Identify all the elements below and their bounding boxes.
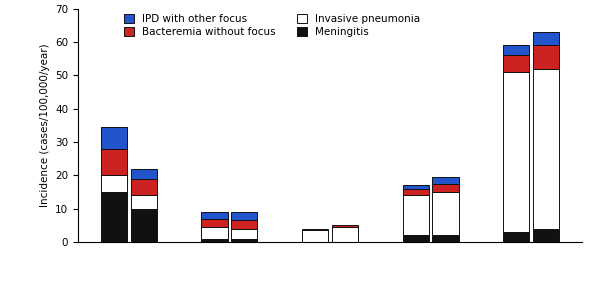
Bar [302, 229, 328, 230]
Bar [332, 227, 358, 242]
Bar [433, 192, 458, 235]
Bar [503, 72, 529, 232]
Bar [202, 239, 227, 242]
Bar [302, 230, 328, 242]
Bar [433, 235, 458, 242]
Bar [403, 185, 429, 189]
Bar [533, 32, 559, 45]
Bar [403, 195, 429, 235]
Bar [503, 55, 529, 72]
Bar [131, 209, 157, 242]
Bar [503, 45, 529, 55]
Legend: IPD with other focus, Bacteremia without focus, Invasive pneumonia, Meningitis: IPD with other focus, Bacteremia without… [124, 14, 421, 37]
Bar [131, 195, 157, 209]
Bar [533, 229, 559, 242]
Bar [101, 175, 127, 192]
Bar [202, 227, 227, 239]
Bar [202, 212, 227, 219]
Bar [231, 212, 257, 220]
Bar [101, 192, 127, 242]
Bar [533, 45, 559, 69]
Bar [231, 239, 257, 242]
Bar [131, 179, 157, 195]
Bar [433, 177, 458, 183]
Bar [433, 183, 458, 192]
Y-axis label: Incidence (cases/100,000/year): Incidence (cases/100,000/year) [40, 44, 50, 207]
Bar [131, 169, 157, 179]
Bar [533, 69, 559, 229]
Bar [231, 229, 257, 239]
Bar [403, 235, 429, 242]
Bar [202, 219, 227, 227]
Bar [101, 127, 127, 149]
Bar [403, 189, 429, 195]
Bar [231, 220, 257, 229]
Bar [332, 225, 358, 227]
Bar [101, 149, 127, 175]
Bar [503, 232, 529, 242]
